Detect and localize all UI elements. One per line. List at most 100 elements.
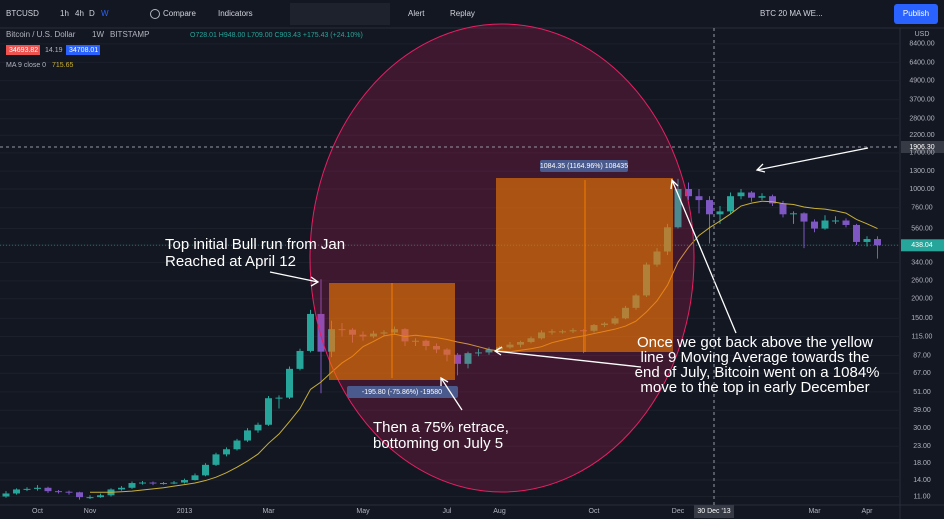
candle-body [97, 495, 104, 498]
toolbar [0, 0, 944, 28]
candle-body [65, 491, 73, 493]
legend-interval: 1W [92, 30, 104, 39]
y-tick-label: 14.00 [913, 477, 931, 484]
annotation: move to the top in early December [640, 379, 869, 396]
range-label-bg [347, 386, 458, 398]
y-tick-label: 260.00 [911, 278, 933, 285]
legend-name: Bitcoin / U.S. Dollar [6, 30, 76, 39]
x-tick-label: Jul [443, 508, 452, 515]
candle-body [790, 213, 797, 215]
y-tick-label: 11.00 [914, 493, 931, 500]
annotation: end of July, Bitcoin went on a 1084% [630, 364, 879, 381]
candle-body [748, 192, 755, 198]
legend-exchange: BITSTAMP [110, 30, 149, 39]
candle-body [485, 349, 493, 353]
annotation: line 9 Moving Average towards the [640, 349, 869, 366]
candle-body [853, 224, 860, 242]
candle-body [874, 239, 881, 246]
last-price: 438.04 [911, 242, 933, 249]
range-label-bg [540, 160, 628, 172]
annotation: bottoming on July 5 [373, 435, 503, 452]
candle-body [832, 220, 839, 222]
candle-body [254, 424, 262, 431]
arrow [670, 178, 737, 334]
crosshair-date: 30 Dec '13 [697, 508, 730, 515]
candle-body [118, 487, 125, 490]
candle-body [223, 449, 230, 455]
indicators-button[interactable]: Indicators [218, 9, 253, 18]
x-tick-label: Dec [672, 508, 685, 515]
y-tick-label: 760.00 [911, 205, 933, 212]
candle-body [149, 482, 157, 484]
arrows [269, 147, 869, 411]
x-tick-label: Mar [262, 508, 275, 515]
drawing-tools [290, 3, 390, 25]
candle-body [454, 354, 461, 364]
ma-legend: MA 9 close 0 [6, 62, 46, 69]
candle-body [685, 189, 692, 197]
replay-button[interactable]: Replay [450, 9, 475, 18]
candle-body [202, 464, 209, 476]
annotation: Top initial Bull run from Jan [165, 236, 345, 253]
interval[interactable]: 4h [75, 9, 84, 18]
candle-body [34, 487, 41, 489]
publish-button[interactable] [894, 4, 938, 24]
candle-body [265, 398, 272, 425]
y-tick-label: 150.00 [911, 315, 933, 322]
candle-body [706, 200, 713, 215]
y-tick-label: 23.00 [913, 443, 931, 450]
candle-body [170, 482, 178, 484]
candle-body [55, 491, 62, 493]
y-tick-label: 8400.00 [909, 41, 934, 48]
interval[interactable]: 1h [60, 9, 69, 18]
arrow [440, 376, 463, 411]
candle-body [779, 203, 787, 215]
candle-body [475, 352, 482, 354]
x-tick-label: Aug [493, 508, 506, 515]
candle-body [842, 220, 850, 225]
candle-body [769, 196, 776, 204]
candle-body [139, 482, 146, 484]
publish-label[interactable]: Publish [903, 9, 929, 18]
y-tick-label: 3700.00 [909, 97, 934, 104]
axis-unit: USD [915, 31, 930, 38]
candle-body [286, 368, 293, 398]
candle-body [160, 483, 167, 485]
interval[interactable]: D [89, 9, 95, 18]
bid-box [6, 45, 40, 55]
x-tick-label: Nov [84, 508, 97, 515]
layout-name[interactable]: BTC 20 MA WE... [760, 9, 823, 18]
candle-body [128, 483, 136, 488]
arrow [755, 147, 869, 173]
candle-body [737, 192, 745, 197]
candle-body [86, 497, 94, 499]
y-tick-label: 6400.00 [909, 59, 934, 66]
crosshair-date-tag [694, 505, 734, 518]
candle-body [275, 397, 283, 399]
y-tick-label: 67.00 [913, 370, 931, 377]
compare-button[interactable]: Compare [163, 9, 196, 18]
candle-body [811, 221, 818, 229]
candle-body [233, 440, 241, 450]
crosshair-price-tag [901, 141, 944, 153]
arrow [493, 346, 642, 368]
candle-body [695, 196, 703, 201]
symbol[interactable]: BTCUSD [6, 9, 39, 18]
candle-body [716, 211, 724, 215]
candle-body [191, 475, 199, 481]
x-tick-label: 2013 [177, 508, 193, 515]
y-tick-label: 340.00 [911, 259, 933, 266]
range-label: -195.80 (-75.86%) -19580 [362, 389, 442, 396]
ask: 34708.01 [69, 47, 98, 54]
candle-body [296, 350, 304, 369]
compare-icon [150, 9, 160, 19]
candle-body [181, 480, 188, 483]
candle-body [317, 313, 325, 352]
bid: 34693.82 [9, 47, 38, 54]
x-tick-label: Oct [589, 508, 600, 515]
y-tick-label: 18.00 [913, 460, 931, 467]
interval[interactable]: W [101, 9, 109, 18]
alert-button[interactable]: Alert [408, 9, 425, 18]
